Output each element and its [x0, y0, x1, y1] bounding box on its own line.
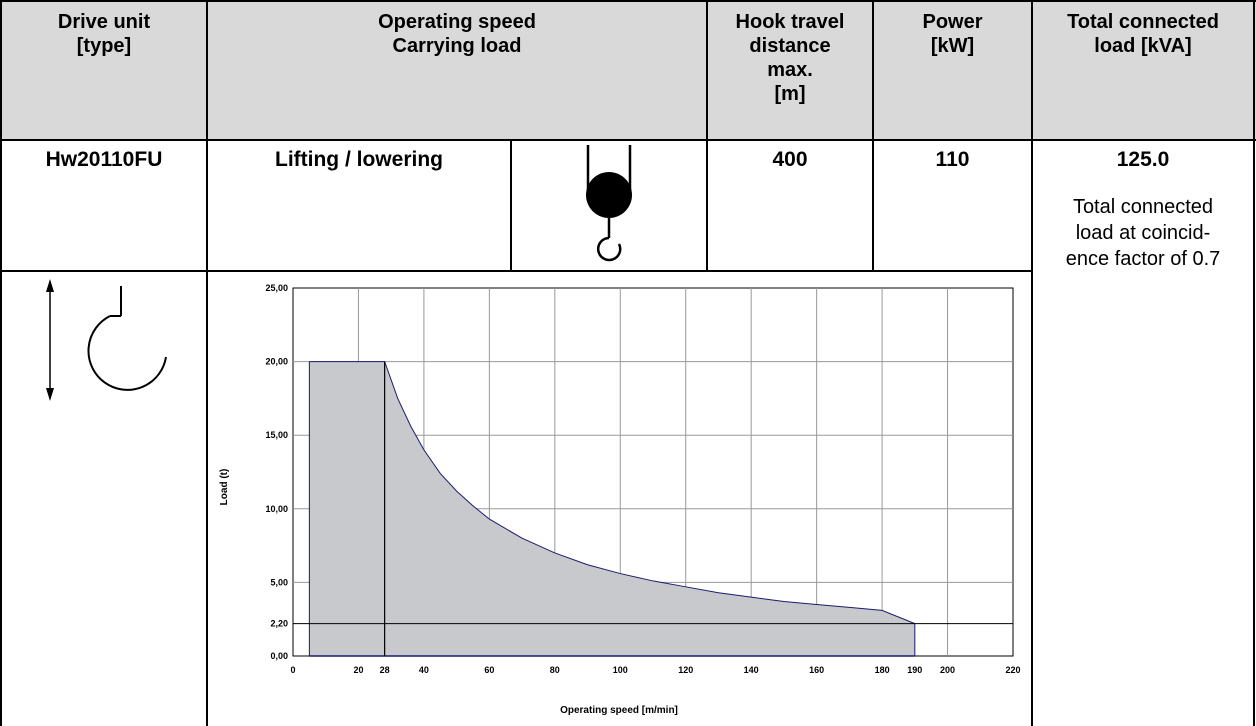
row-divider — [0, 270, 1032, 272]
chart-x-tick-label: 190 — [907, 665, 922, 675]
col-divider-2 — [510, 139, 512, 272]
table-border-top — [0, 0, 1256, 2]
chart-y-tick-label: 25,00 — [265, 283, 288, 293]
header-power: Power [kW] — [874, 10, 1031, 58]
header-drive-unit-line2: [type] — [76, 35, 132, 57]
chart-x-tick-label: 60 — [484, 665, 494, 675]
header-hook-travel-line3: max. — [767, 59, 813, 81]
chart-x-tick-label: 200 — [940, 665, 955, 675]
col-divider-1 — [206, 0, 208, 726]
chart-x-tick-label: 120 — [678, 665, 693, 675]
chart-x-tick-label: 28 — [380, 665, 390, 675]
hook-travel-value: 400 — [772, 148, 808, 171]
hoist-hook-icon — [586, 145, 632, 262]
chart-x-tick-label: 40 — [419, 665, 429, 675]
header-power-line2: [kW] — [930, 35, 975, 57]
chart-y-tick-label: 15,00 — [265, 430, 288, 440]
chart-x-tick-label: 80 — [550, 665, 560, 675]
chart-series-line — [309, 361, 916, 625]
drive-unit-value: Hw20110FU — [45, 148, 163, 171]
header-hook-travel-line1: Hook travel — [735, 11, 845, 33]
chart-x-tick-label: 160 — [809, 665, 824, 675]
table-border-left — [0, 0, 2, 726]
header-operating-speed: Operating speed Carrying load — [208, 10, 706, 58]
lift-lower-hook-icon — [46, 279, 167, 401]
header-hook-travel: Hook travel distance max. [m] — [708, 10, 872, 106]
header-total-load-line1: Total connected — [1067, 11, 1219, 33]
chart-y-tick-label: 10,00 — [265, 504, 288, 514]
header-operating-speed-line2: Carrying load — [392, 35, 522, 57]
motion-label: Lifting / lowering — [275, 148, 443, 171]
chart-y-tick-label: 0,00 — [270, 651, 288, 661]
col-divider-4 — [872, 0, 874, 272]
chart-x-tick-label: 20 — [353, 665, 363, 675]
header-drive-unit-line1: Drive unit — [57, 11, 151, 33]
chart-y-tick-label: 2,20 — [270, 619, 288, 629]
total-load-value: 125.0 — [1116, 148, 1170, 171]
chart-area-fill — [309, 361, 915, 656]
total-load-note-line1: Total connected — [1072, 196, 1214, 218]
total-load-note: Total connected load at coincid- ence fa… — [1033, 194, 1253, 272]
header-power-line1: Power — [922, 11, 983, 33]
chart-y-tick-label: 5,00 — [270, 577, 288, 587]
col-divider-5 — [1031, 0, 1033, 726]
load-speed-chart: 0 20 28 40 60 80 100 120 140 160 180 190 200 220 25,00… — [219, 283, 1021, 716]
header-total-load-line2: load [kVA] — [1094, 35, 1192, 57]
chart-x-tick-label: 180 — [875, 665, 890, 675]
chart-x-tick-label: 140 — [744, 665, 759, 675]
total-load-note-line2: load at coincid- — [1075, 222, 1211, 244]
header-operating-speed-line1: Operating speed — [378, 11, 536, 33]
chart-x-tick-label: 100 — [613, 665, 628, 675]
chart-y-axis-label: Load (t) — [219, 469, 230, 506]
table-border-right — [1253, 0, 1255, 726]
chart-y-tick-label: 20,00 — [265, 357, 288, 367]
chart-x-tick-label: 220 — [1005, 665, 1020, 675]
col-divider-3 — [706, 0, 708, 272]
chart-x-tick-label: 0 — [290, 665, 295, 675]
header-drive-unit: Drive unit [type] — [2, 10, 206, 58]
chart-x-axis-label: Operating speed [m/min] — [560, 705, 678, 716]
header-hook-travel-line4: [m] — [774, 83, 806, 105]
power-value: 110 — [935, 148, 970, 171]
header-hook-travel-line2: distance — [749, 35, 831, 57]
header-total-load: Total connected load [kVA] — [1033, 10, 1253, 58]
header-row-background — [0, 0, 1256, 139]
header-divider — [0, 139, 1256, 141]
total-load-note-line3: ence factor of 0.7 — [1065, 248, 1221, 270]
